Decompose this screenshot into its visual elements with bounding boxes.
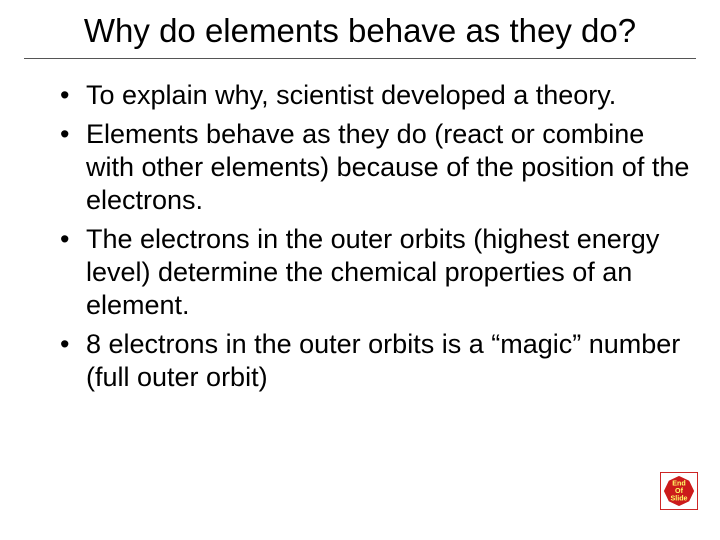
list-item: 8 electrons in the outer orbits is a “ma… bbox=[60, 328, 696, 394]
list-item: To explain why, scientist developed a th… bbox=[60, 79, 696, 112]
bullet-list: To explain why, scientist developed a th… bbox=[24, 79, 696, 393]
page-title: Why do elements behave as they do? bbox=[24, 12, 696, 59]
slide: Why do elements behave as they do? To ex… bbox=[0, 0, 720, 540]
badge-text-line: Slide bbox=[671, 495, 688, 503]
list-item: Elements behave as they do (react or com… bbox=[60, 118, 696, 217]
end-of-slide-icon: End Of Slide bbox=[660, 472, 698, 510]
list-item: The electrons in the outer orbits (highe… bbox=[60, 223, 696, 322]
